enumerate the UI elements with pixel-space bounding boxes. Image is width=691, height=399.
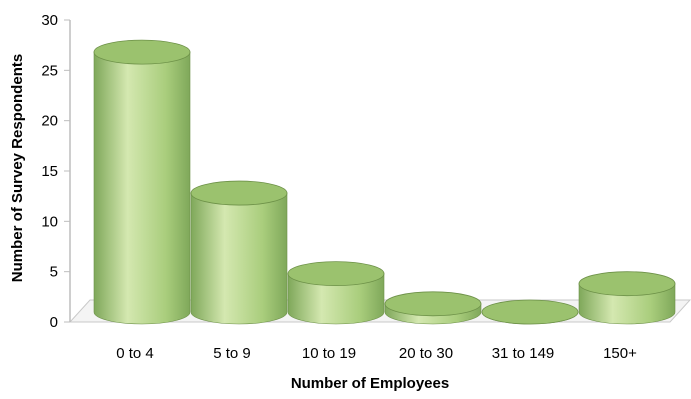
x-category-label: 5 to 9 — [213, 345, 251, 362]
x-category-label: 0 to 4 — [116, 345, 154, 362]
y-tick-label: 5 — [50, 264, 58, 281]
y-tick-label: 25 — [41, 62, 58, 79]
bar — [93, 39, 191, 325]
bar-body — [287, 273, 385, 325]
bar-top — [190, 180, 288, 206]
bar-top — [481, 299, 579, 325]
bar — [481, 299, 579, 325]
y-axis-title: Number of Survey Respondents — [9, 54, 26, 282]
x-axis-categories: 0 to 4 5 to 9 10 to 19 20 to 30 31 to 149 150… — [116, 345, 637, 362]
bars — [93, 39, 676, 325]
bar-body — [93, 51, 191, 325]
x-category-label: 10 to 19 — [302, 345, 356, 362]
y-axis-ticks: 0 5 10 15 20 25 30 — [41, 12, 70, 331]
x-axis-title: Number of Employees — [291, 375, 449, 392]
bar — [578, 271, 676, 325]
bar-top — [93, 39, 191, 65]
bar-top — [287, 261, 385, 287]
x-category-label: 20 to 30 — [399, 345, 453, 362]
x-category-label: 31 to 149 — [492, 345, 555, 362]
x-category-label: 150+ — [603, 345, 637, 362]
bar — [190, 180, 288, 325]
bar — [287, 261, 385, 325]
bar-top — [578, 271, 676, 297]
bar-body — [190, 192, 288, 325]
y-tick-label: 15 — [41, 163, 58, 180]
y-tick-label: 30 — [41, 12, 58, 29]
y-tick-label: 0 — [50, 314, 58, 331]
bar — [384, 291, 482, 325]
bar-top — [384, 291, 482, 317]
y-tick-label: 20 — [41, 113, 58, 130]
y-tick-label: 10 — [41, 213, 58, 230]
